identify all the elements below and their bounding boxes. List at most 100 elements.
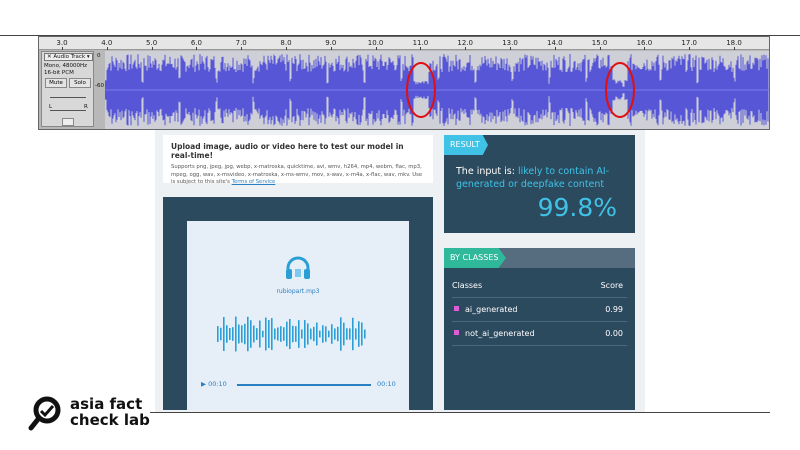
collapse-button[interactable]: [62, 118, 74, 126]
ruler-tick: [510, 47, 511, 50]
preview-bar: [352, 317, 354, 351]
upload-info: Upload image, audio or video here to tes…: [163, 135, 433, 185]
class-swatch: [454, 330, 459, 335]
result-tab: RESULT: [444, 135, 488, 155]
logo-icon: [28, 396, 61, 431]
preview-bar: [268, 320, 270, 348]
preview-bar: [307, 323, 309, 345]
preview-bar: [358, 321, 360, 347]
seek-bar[interactable]: [237, 384, 371, 386]
logo-line1: asia fact: [70, 395, 143, 413]
ruler-tick: [599, 47, 601, 50]
preview-bar: [280, 326, 282, 342]
class-score: 0.99: [605, 305, 623, 314]
preview-bar: [346, 328, 348, 340]
preview-bar: [244, 323, 246, 345]
preview-bar: [247, 316, 249, 352]
terms-link[interactable]: Terms of Service: [231, 179, 276, 185]
logo-line2: check lab: [70, 411, 150, 429]
preview-bar: [274, 328, 276, 340]
ruler-tick: [420, 47, 422, 50]
result-score: 99.8%: [537, 193, 617, 222]
preview-bar: [253, 325, 255, 343]
ruler: 3.0 4.0 5.0 6.0 7.0 8.0 9.0 10.0 11.0 12.0 13.0 14.…: [39, 37, 769, 50]
waveform: [105, 51, 769, 129]
ruler-tick: [196, 47, 198, 50]
preview-bar: [271, 318, 273, 350]
preview-bar: [223, 316, 225, 352]
highlight-circle: [406, 62, 436, 118]
gain-slider[interactable]: [50, 97, 86, 98]
preview-bar: [298, 320, 300, 348]
preview-bar: [256, 328, 258, 340]
preview-bar: [301, 329, 303, 339]
logo-text: asia fact check lab: [70, 396, 150, 428]
scale-bottom: -60: [95, 83, 104, 89]
ruler-tick: [465, 47, 467, 50]
preview-bar: [232, 327, 234, 341]
ruler-tick: [330, 47, 332, 50]
ruler-tick: [375, 47, 377, 50]
preview-bar: [361, 322, 363, 346]
preview-bar: [289, 318, 291, 350]
ruler-tick: [106, 47, 108, 50]
classes-tab: BY CLASSES: [444, 248, 506, 268]
preview-bar: [220, 327, 222, 341]
time-current: 00:10: [208, 380, 227, 388]
preview-bar: [259, 320, 261, 348]
ruler-label: 10.0: [367, 39, 384, 47]
preview-bar: [349, 328, 351, 340]
class-score: 0.00: [605, 329, 623, 338]
upload-supports: Supports png, jpeg, jpg, webp, x-matrosk…: [171, 164, 423, 185]
preview-bar: [355, 328, 357, 340]
ruler-label: 4.0: [101, 39, 113, 47]
result-verdict: likely to contain AI-generated or deepfa…: [456, 166, 610, 190]
ruler-label: 5.0: [146, 39, 158, 47]
ruler-tick: [689, 47, 691, 50]
preview-bar: [229, 328, 231, 340]
preview-bar: [364, 329, 366, 339]
upload-title: Upload image, audio or video here to tes…: [171, 142, 404, 160]
preview-bar: [328, 330, 330, 338]
preview-bar: [283, 327, 285, 341]
preview-bar: [322, 325, 324, 343]
preview-bar: [304, 320, 306, 348]
class-row: ai_generated 0.99: [452, 298, 627, 322]
preview-bar: [262, 330, 264, 338]
ruler-label: 13.0: [502, 39, 518, 47]
ruler-label: 16.0: [636, 39, 653, 47]
preview-bar: [325, 326, 327, 342]
pan-slider[interactable]: [50, 110, 86, 111]
ruler-tick: [644, 47, 646, 50]
preview-bar: [292, 325, 294, 343]
track-panel: ✕ Audio Track ▾ Mono, 48000Hz 16-bit PCM…: [41, 51, 94, 127]
preview-bar: [286, 321, 288, 347]
track-format: Mono, 48000Hz: [44, 63, 87, 69]
mute-button[interactable]: Mute: [45, 78, 67, 88]
ruler-label: 6.0: [190, 39, 202, 47]
preview-bar: [316, 322, 318, 346]
play-button[interactable]: ▶: [201, 380, 206, 388]
preview-bar: [238, 324, 240, 344]
ruler-tick: [734, 47, 735, 50]
scale-top: 0: [97, 53, 101, 59]
preview-bar: [343, 322, 345, 346]
pan-left: L: [49, 104, 53, 110]
upload-panel: rubiopart.mp3 ▶ 00:10 00:10: [163, 197, 433, 410]
ruler-label: 12.0: [457, 39, 473, 47]
ruler-label: 17.0: [681, 39, 697, 47]
class-swatch: [454, 306, 459, 311]
track-name[interactable]: ✕ Audio Track ▾: [44, 53, 93, 61]
preview-bar: [340, 317, 342, 351]
class-name: not_ai_generated: [465, 329, 535, 338]
ruler-label: 14.0: [547, 39, 563, 47]
file-name: rubiopart.mp3: [276, 288, 320, 295]
ruler-label: 15.0: [591, 39, 608, 47]
solo-button[interactable]: Solo: [69, 78, 91, 88]
pan-right: R: [84, 104, 88, 110]
rule: [150, 412, 770, 413]
preview-bar: [265, 317, 267, 351]
ruler-tick: [62, 47, 63, 50]
ruler-label: 11.0: [412, 39, 429, 47]
